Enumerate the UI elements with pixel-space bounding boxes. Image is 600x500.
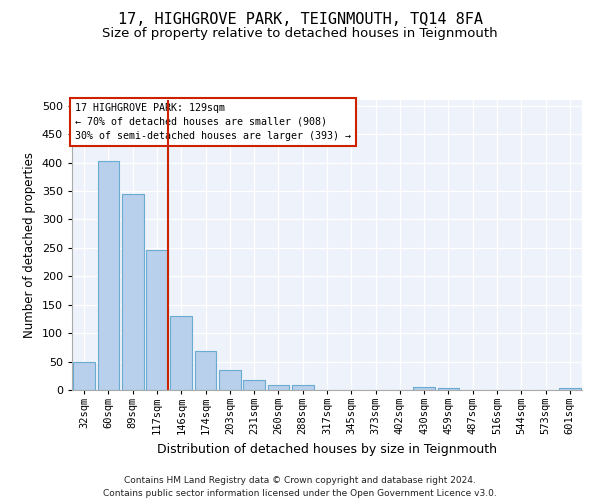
Bar [122, 194, 143, 390]
Text: 17, HIGHGROVE PARK, TEIGNMOUTH, TQ14 8FA: 17, HIGHGROVE PARK, TEIGNMOUTH, TQ14 8FA [118, 12, 482, 28]
Bar [219, 370, 241, 390]
Text: Size of property relative to detached houses in Teignmouth: Size of property relative to detached ho… [102, 28, 498, 40]
Bar [97, 162, 119, 390]
Bar [437, 388, 460, 390]
Text: Contains HM Land Registry data © Crown copyright and database right 2024.
Contai: Contains HM Land Registry data © Crown c… [103, 476, 497, 498]
Bar [268, 386, 289, 390]
Bar [243, 380, 265, 390]
Y-axis label: Number of detached properties: Number of detached properties [23, 152, 36, 338]
Bar [559, 388, 581, 390]
Bar [170, 316, 192, 390]
Bar [146, 250, 168, 390]
Bar [292, 386, 314, 390]
X-axis label: Distribution of detached houses by size in Teignmouth: Distribution of detached houses by size … [157, 443, 497, 456]
Bar [413, 387, 435, 390]
Bar [73, 362, 95, 390]
Text: 17 HIGHGROVE PARK: 129sqm
← 70% of detached houses are smaller (908)
30% of semi: 17 HIGHGROVE PARK: 129sqm ← 70% of detac… [74, 103, 350, 141]
Bar [194, 351, 217, 390]
